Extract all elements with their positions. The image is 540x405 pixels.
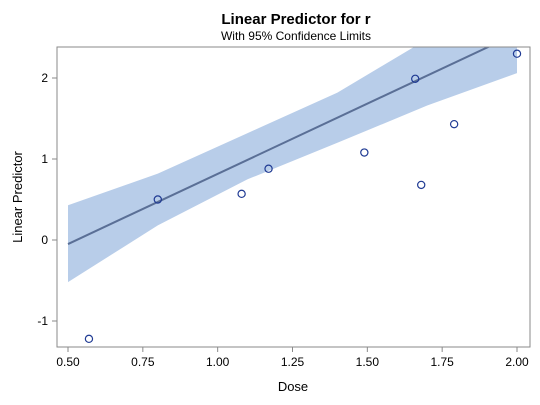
x-tick-label: 0.75 xyxy=(131,355,155,369)
x-tick-label: 0.50 xyxy=(56,355,80,369)
y-tick-label: 0 xyxy=(41,233,48,247)
x-tick-label: 1.00 xyxy=(206,355,230,369)
plot-frame xyxy=(56,46,531,348)
y-axis-label: Linear Predictor xyxy=(10,150,25,242)
data-point xyxy=(449,119,459,129)
x-axis: 0.50 0.75 1.00 1.25 1.50 1.75 2.00 xyxy=(56,347,529,369)
data-point xyxy=(84,334,94,344)
x-axis-label: Dose xyxy=(278,379,308,394)
data-point xyxy=(411,74,420,84)
data-point xyxy=(264,164,273,173)
data-point xyxy=(237,189,246,199)
fit-line xyxy=(67,47,491,245)
x-tick-label: 1.50 xyxy=(356,355,380,369)
data-point xyxy=(153,195,162,204)
chart-title: Linear Predictor for r xyxy=(221,11,370,28)
x-tick-label: 1.25 xyxy=(281,355,305,369)
y-axis: -1 0 1 2 xyxy=(37,71,57,328)
data-point xyxy=(512,49,522,58)
data-point xyxy=(360,148,369,157)
plot-area xyxy=(67,47,522,344)
y-tick-label: 2 xyxy=(41,71,48,85)
chart-subtitle: With 95% Confidence Limits xyxy=(221,29,371,43)
x-tick-label: 2.00 xyxy=(505,355,529,369)
y-tick-label: 1 xyxy=(41,152,48,166)
confidence-band xyxy=(68,47,517,283)
data-point xyxy=(417,180,426,190)
x-tick-label: 1.75 xyxy=(430,355,454,369)
y-tick-label: -1 xyxy=(37,314,48,328)
